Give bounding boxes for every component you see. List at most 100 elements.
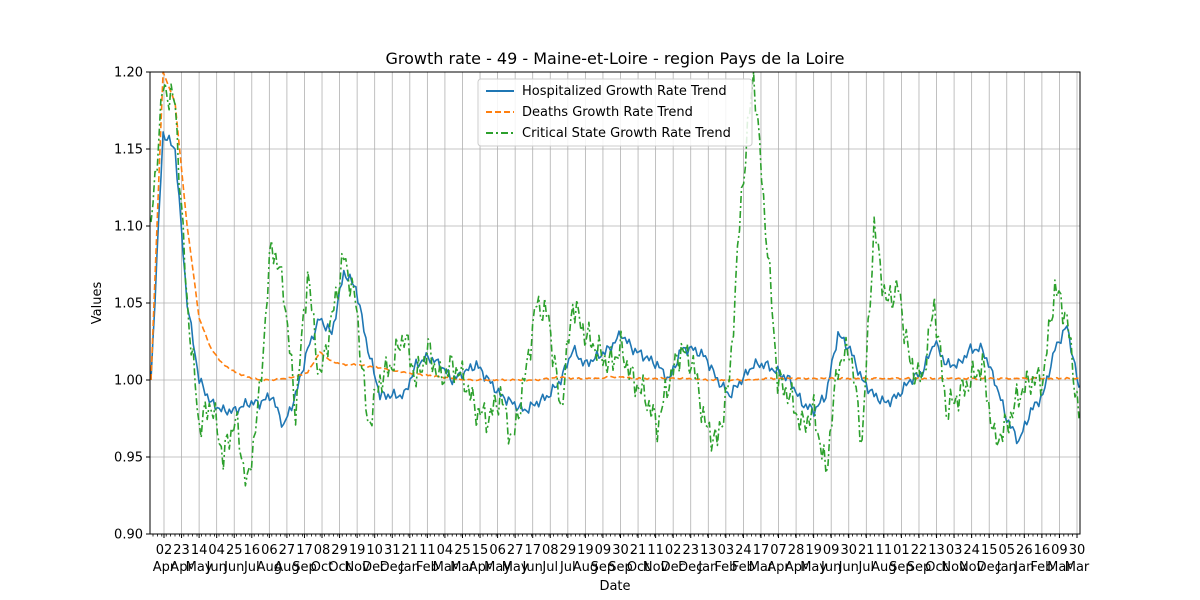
x-tick-label-day: 08 [542,543,559,558]
x-tick-label-day: 11 [876,543,893,558]
x-tick-label-month: Jul [243,560,260,575]
plot-area [150,71,1080,487]
x-tick-label-month: Apr [170,560,193,575]
x-tick-label-month: Aug [871,560,896,575]
y-tick-label: 1.05 [114,297,143,312]
x-tick-label-day: 09 [823,543,840,558]
series-line-critical [150,71,1080,487]
x-tick-label-month: Aug [257,560,282,575]
y-axis: 0.90 0.95 1.00 1.05 1.10 1.15 1.20 [114,66,150,543]
y-tick-label: 0.90 [114,528,143,543]
x-tick-label-day: 26 [1016,543,1033,558]
x-tick-label-day: 13 [700,543,717,558]
legend: Hospitalized Growth Rate Trend Deaths Gr… [477,78,753,147]
x-tick-label-month: Mar [1047,560,1072,575]
x-tick-label-month: Nov [941,560,967,575]
x-tick-label-day: 19 [349,543,366,558]
x-tick-label-month: Jun [223,560,244,575]
x-tick-label-day: 30 [840,543,857,558]
x-tick-label-day: 19 [577,543,594,558]
x-tick-label-day: 04 [437,543,454,558]
x-tick-label-month: May [186,560,213,575]
x-tick-label-month: Nov [643,560,669,575]
x-tick-label-month: Jun [838,560,859,575]
x-tick-label-day: 15 [981,543,998,558]
x-tick-label-month: Dec [678,560,703,575]
x-tick-label-month: Jun [522,560,543,575]
x-tick-label-day: 21 [858,543,875,558]
x-tick-label-month: Oct [627,560,649,575]
x-tick-label-day: 05 [998,543,1015,558]
x-tick-label-day: 29 [560,543,577,558]
x-tick-label-day: 24 [963,543,980,558]
x-tick-label-day: 03 [946,543,963,558]
x-tick-label-day: 11 [647,543,664,558]
y-tick-label: 0.95 [114,451,143,466]
x-tick-label-month: Sep [889,560,914,575]
x-tick-label-month: Apr [767,560,790,575]
x-tick-label-day: 04 [208,543,225,558]
x-tick-label-day: 14 [191,543,208,558]
legend-label-deaths: Deaths Growth Rate Trend [522,105,693,120]
x-tick-label-day: 02 [665,543,682,558]
x-tick-label-day: 09 [595,543,612,558]
x-tick-label-month: Mar [1065,560,1090,575]
x-tick-label-month: Jul [541,560,558,575]
x-tick-label-month: Jan [399,560,420,575]
x-tick-label-day: 16 [244,543,261,558]
x-tick-label-month: Jul [559,560,576,575]
x-tick-label-day: 07 [770,543,787,558]
x-tick-label-day: 06 [489,543,506,558]
x-tick-label-month: Apr [785,560,808,575]
x-tick-label-month: Aug [274,560,299,575]
x-tick-label-day: 01 [893,543,910,558]
x-tick-label-month: Feb [1030,560,1053,575]
x-tick-label-month: May [800,560,827,575]
y-tick-label: 1.20 [114,66,143,81]
x-tick-label-month: Feb [732,560,755,575]
x-tick-label-month: Sep [608,560,633,575]
x-tick-label-month: Jun [206,560,227,575]
x-tick-label-month: Sep [907,560,932,575]
y-tick-label: 1.10 [114,220,143,235]
x-tick-label-day: 22 [911,543,928,558]
x-tick-label-month: Feb [416,560,439,575]
x-tick-label-day: 13 [928,543,945,558]
y-tick-label: 1.15 [114,143,143,158]
x-tick-label-day: 29 [331,543,348,558]
x-tick-label-month: Sep [292,560,317,575]
x-tick-label-month: Apr [469,560,492,575]
x-tick-label-day: 02 [156,543,173,558]
x-tick-label-day: 30 [1069,543,1086,558]
x-tick-label-month: Jul [857,560,874,575]
x-tick-label-month: Nov [959,560,985,575]
x-tick-label-day: 27 [507,543,524,558]
x-tick-label-day: 25 [454,543,471,558]
x-tick-label-day: 11 [419,543,436,558]
x-tick-label-month: Oct [311,560,333,575]
x-tick-label-day: 17 [753,543,770,558]
x-tick-label-month: Dec [661,560,686,575]
x-tick-label-day: 08 [314,543,331,558]
x-tick-label-month: Sep [591,560,616,575]
x-tick-label-month: Dec [977,560,1002,575]
legend-label-hospitalized: Hospitalized Growth Rate Trend [522,84,727,99]
x-tick-label-day: 30 [612,543,629,558]
x-tick-label-day: 24 [735,543,752,558]
x-tick-label-day: 23 [682,543,699,558]
x-tick-label-month: Apr [153,560,176,575]
x-tick-label-month: Feb [714,560,737,575]
x-tick-label-month: Jan [996,560,1017,575]
x-tick-label-day: 16 [1034,543,1051,558]
x-tick-label-day: 21 [630,543,647,558]
x-tick-label-day: 23 [173,543,190,558]
legend-box [477,78,753,147]
x-tick-label-month: Aug [573,560,598,575]
x-tick-label-month: Nov [344,560,370,575]
x-tick-label-month: Oct [328,560,350,575]
x-axis-title: Date [599,579,630,594]
grid-lines [150,71,1080,535]
y-axis-title: Values [90,282,105,325]
x-tick-label-month: Mar [433,560,458,575]
x-tick-label-day: 09 [1051,543,1068,558]
